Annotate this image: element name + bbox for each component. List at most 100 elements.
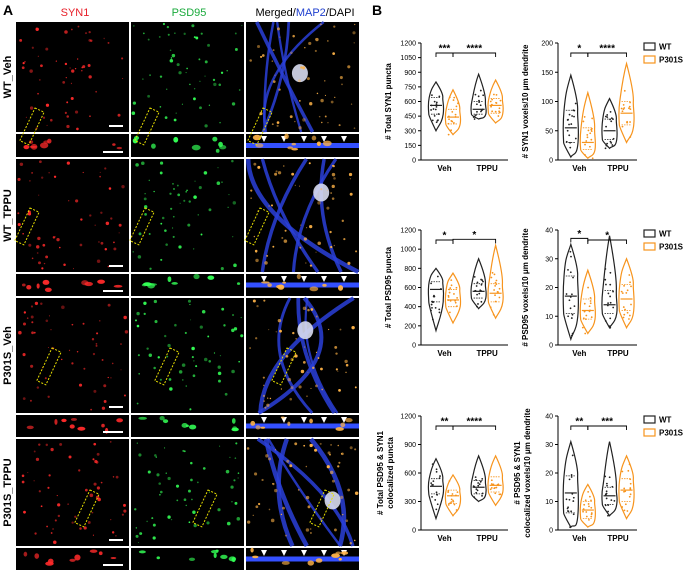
legend-swatch bbox=[643, 415, 656, 424]
y-axis-label: # SYN1 voxels/10 μm dendrite bbox=[521, 44, 530, 158]
data-point bbox=[572, 500, 575, 502]
data-point bbox=[454, 301, 457, 304]
data-point bbox=[626, 311, 629, 314]
significance-bracket bbox=[587, 239, 627, 244]
y-axis-label: # Total PSD95 puncta bbox=[384, 246, 393, 328]
y-axis-label: # Total PSD95 & SYN1 bbox=[376, 431, 385, 515]
violin-p301s-veh bbox=[444, 271, 462, 325]
data-point bbox=[490, 487, 493, 489]
data-point bbox=[628, 274, 631, 276]
y-tick-label: 50 bbox=[545, 128, 553, 135]
significance-stars: ** bbox=[441, 417, 449, 428]
violin-p301s-veh bbox=[579, 90, 597, 160]
data-point bbox=[493, 289, 496, 291]
data-point bbox=[430, 482, 433, 485]
data-point bbox=[629, 493, 632, 496]
data-point bbox=[567, 268, 569, 271]
data-point bbox=[431, 463, 434, 466]
column-header-psd95: PSD95 bbox=[172, 7, 207, 19]
data-point bbox=[435, 101, 438, 104]
data-point bbox=[568, 134, 571, 137]
data-point bbox=[605, 144, 608, 147]
zoom-strip bbox=[131, 274, 244, 296]
data-point bbox=[448, 96, 451, 99]
y-tick-label: 300 bbox=[404, 128, 416, 135]
data-point bbox=[478, 101, 481, 103]
legend-swatch bbox=[643, 242, 656, 251]
data-point bbox=[584, 143, 586, 146]
data-point bbox=[495, 279, 498, 282]
data-point bbox=[430, 303, 433, 306]
data-point bbox=[626, 121, 629, 124]
data-point bbox=[478, 292, 481, 295]
data-point bbox=[454, 115, 457, 118]
data-point bbox=[498, 107, 501, 110]
data-point bbox=[451, 493, 454, 495]
y-tick-label: 450 bbox=[404, 114, 416, 121]
data-point bbox=[434, 108, 437, 111]
data-point bbox=[475, 103, 478, 106]
data-point bbox=[626, 289, 629, 292]
data-point bbox=[610, 120, 613, 123]
data-point bbox=[453, 96, 456, 99]
data-point bbox=[437, 113, 440, 115]
data-point bbox=[588, 305, 591, 308]
data-point bbox=[450, 129, 453, 132]
data-point bbox=[451, 120, 454, 123]
data-point bbox=[447, 299, 450, 301]
data-point bbox=[609, 118, 611, 121]
data-point bbox=[605, 125, 607, 128]
data-point bbox=[482, 280, 484, 283]
data-point bbox=[494, 284, 497, 287]
data-point bbox=[627, 469, 630, 472]
data-point bbox=[434, 306, 437, 309]
violin-wt-tppu bbox=[601, 235, 618, 329]
x-tick-label: TPPU bbox=[607, 349, 629, 358]
y-axis-label: colocalized voxels/10 μm dendrite bbox=[523, 408, 532, 538]
y-tick-label: 600 bbox=[404, 285, 416, 292]
data-point bbox=[590, 127, 593, 130]
data-point bbox=[604, 278, 607, 281]
data-point bbox=[447, 503, 450, 506]
data-point bbox=[606, 116, 609, 119]
data-point bbox=[629, 101, 631, 104]
data-point bbox=[629, 482, 632, 485]
data-point bbox=[622, 306, 625, 308]
y-axis-label: # PSD95 & SYN1 bbox=[513, 441, 522, 505]
data-point bbox=[490, 104, 493, 107]
data-point bbox=[582, 510, 584, 513]
data-point bbox=[438, 311, 441, 314]
data-point bbox=[587, 286, 590, 289]
data-point bbox=[479, 89, 482, 92]
data-point bbox=[480, 283, 483, 286]
data-point bbox=[609, 326, 612, 329]
data-point bbox=[447, 122, 450, 125]
data-point bbox=[612, 290, 614, 293]
data-point bbox=[571, 493, 574, 495]
data-point bbox=[612, 306, 615, 309]
data-point bbox=[584, 153, 586, 156]
data-point bbox=[604, 115, 607, 118]
data-point bbox=[494, 492, 497, 495]
data-point bbox=[571, 454, 574, 457]
data-point bbox=[450, 284, 453, 287]
data-point bbox=[438, 477, 441, 479]
data-point bbox=[474, 476, 477, 479]
data-point bbox=[570, 255, 572, 258]
x-tick-label: TPPU bbox=[607, 164, 629, 173]
data-point bbox=[607, 292, 610, 295]
data-point bbox=[440, 288, 442, 290]
violin-p301s-tppu bbox=[487, 242, 504, 320]
data-point bbox=[474, 114, 477, 117]
data-point bbox=[585, 511, 588, 513]
data-point bbox=[430, 282, 433, 285]
data-point bbox=[587, 129, 590, 132]
significance-bracket bbox=[452, 425, 497, 430]
violin-p301s-tppu bbox=[618, 454, 635, 521]
data-point bbox=[473, 290, 476, 293]
data-point bbox=[572, 109, 575, 112]
data-point bbox=[498, 296, 501, 299]
data-point bbox=[448, 118, 450, 121]
data-point bbox=[622, 103, 625, 106]
significance-stars: * bbox=[472, 230, 476, 241]
